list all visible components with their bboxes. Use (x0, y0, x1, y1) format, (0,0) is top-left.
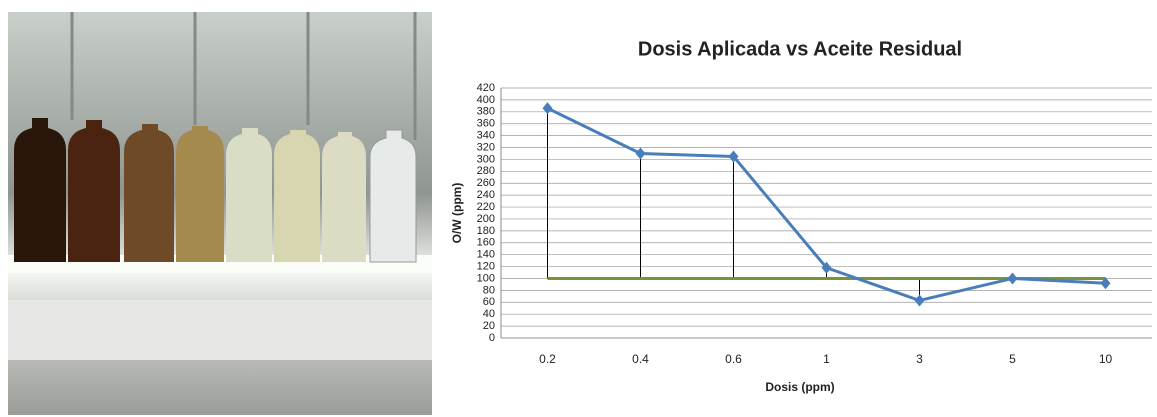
x-tick-label: 1 (823, 352, 830, 366)
y-tick-label: 220 (477, 201, 495, 213)
shelf (8, 300, 432, 360)
y-tick-label: 20 (483, 320, 495, 332)
marker (915, 295, 925, 307)
bottle (370, 130, 416, 262)
y-tick-label: 240 (477, 189, 495, 201)
y-tick-label: 60 (483, 296, 495, 308)
photo (8, 12, 432, 415)
bottle (226, 128, 272, 262)
figure: Dosis Aplicada vs Aceite Residual Dosis … (0, 0, 1157, 417)
chart-title: Dosis Aplicada vs Aceite Residual (638, 38, 962, 60)
y-tick-label: 0 (489, 332, 495, 344)
y-tick-label: 340 (477, 130, 495, 142)
marker (636, 147, 646, 159)
bottle (14, 118, 66, 262)
y-tick-label: 180 (477, 225, 495, 237)
x-tick-label: 0.6 (725, 352, 742, 366)
x-tick-label: 0.2 (539, 352, 556, 366)
y-tick-label: 400 (477, 94, 495, 106)
y-tick-label: 380 (477, 106, 495, 118)
x-tick-label: 5 (1009, 352, 1016, 366)
y-tick-label: 280 (477, 165, 495, 177)
x-tick-label: 3 (916, 352, 923, 366)
y-tick-label: 360 (477, 118, 495, 130)
y-tick-label: 100 (477, 272, 495, 284)
bottle (322, 132, 366, 262)
marker (1008, 272, 1018, 284)
x-tick-label: 0.4 (632, 352, 649, 366)
bottle (68, 120, 120, 262)
x-tick-label: 10 (1099, 352, 1113, 366)
y-tick-label: 140 (477, 249, 495, 261)
bottle (274, 130, 320, 262)
y-tick-label: 40 (483, 308, 495, 320)
marker (543, 102, 553, 114)
y-tick-label: 260 (477, 177, 495, 189)
y-tick-label: 200 (477, 213, 495, 225)
bottle (124, 124, 174, 262)
y-axis-label: O/W (ppm) (450, 183, 464, 244)
page: Dosis Aplicada vs Aceite Residual Dosis … (0, 0, 1157, 417)
y-tick-label: 160 (477, 237, 495, 249)
y-tick-label: 300 (477, 153, 495, 165)
bottle (176, 126, 224, 262)
x-axis-label: Dosis (ppm) (765, 380, 834, 394)
y-tick-label: 320 (477, 141, 495, 153)
y-tick-label: 420 (477, 82, 495, 94)
y-tick-label: 80 (483, 284, 495, 296)
bottles (14, 118, 416, 262)
y-tick-label: 120 (477, 260, 495, 272)
